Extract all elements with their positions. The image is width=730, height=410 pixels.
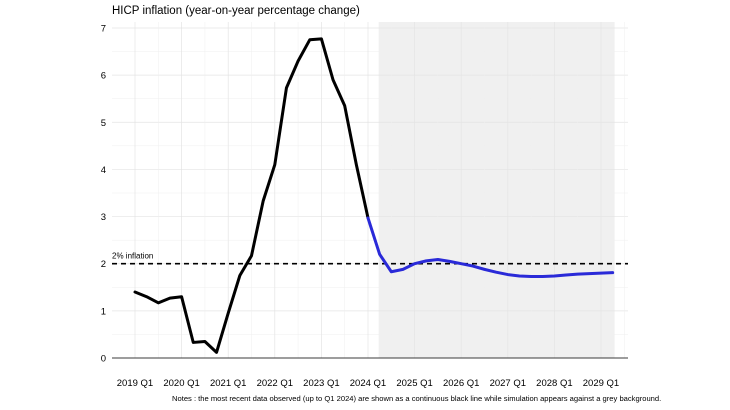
simulation-region	[378, 22, 615, 358]
y-tick-label: 3	[101, 212, 106, 223]
chart-note: Notes : the most recent data observed (u…	[172, 394, 662, 403]
y-tick-label: 5	[101, 118, 106, 129]
x-tick-label: 2024 Q1	[350, 378, 386, 389]
y-tick-label: 2	[101, 259, 106, 270]
chart-title: HICP inflation (year-on-year percentage …	[112, 5, 360, 17]
x-tick-label: 2020 Q1	[163, 378, 199, 389]
x-tick-label: 2023 Q1	[303, 378, 339, 389]
y-tick-label: 7	[101, 24, 106, 35]
x-tick-label: 2019 Q1	[117, 378, 153, 389]
y-tick-label: 0	[101, 354, 106, 365]
reference-line-label: 2% inflation	[112, 252, 153, 261]
x-tick-label: 2028 Q1	[536, 378, 572, 389]
x-tick-label: 2021 Q1	[210, 378, 246, 389]
y-tick-label: 4	[101, 165, 106, 176]
y-tick-label: 1	[101, 306, 106, 317]
x-tick-label: 2025 Q1	[396, 378, 432, 389]
x-tick-label: 2027 Q1	[490, 378, 526, 389]
x-tick-label: 2026 Q1	[443, 378, 479, 389]
x-tick-label: 2029 Q1	[583, 378, 619, 389]
y-tick-label: 6	[101, 71, 106, 82]
x-tick-label: 2022 Q1	[257, 378, 293, 389]
simulated-series-line	[366, 216, 615, 278]
